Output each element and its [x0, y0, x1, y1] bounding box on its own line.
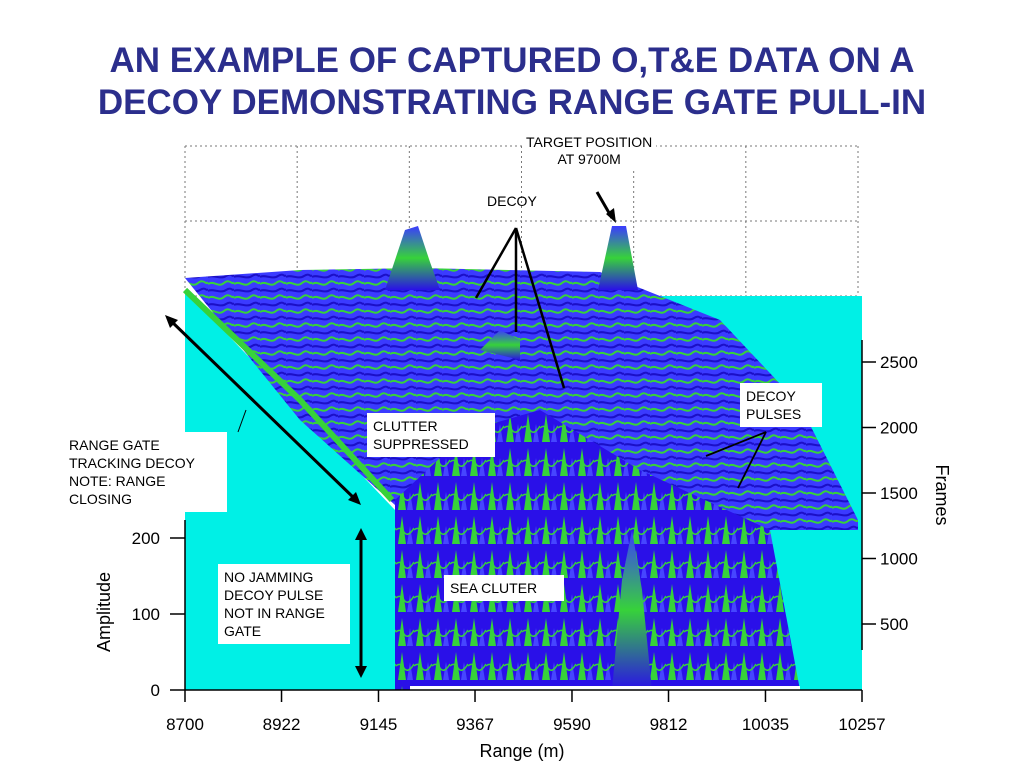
decoy-arrow-3 — [514, 227, 566, 389]
x-tick-label: 9367 — [456, 715, 494, 734]
surface-top — [185, 268, 858, 530]
target-arrowhead — [606, 208, 616, 223]
decoy-pulses-label: DECOY PULSES — [740, 383, 822, 427]
decoy-label: DECOY — [487, 193, 537, 209]
sea-clutter-peak — [612, 530, 652, 690]
ground-strip — [410, 686, 800, 690]
y-tick-label: 1500 — [880, 484, 918, 503]
page-title: AN EXAMPLE OF CAPTURED O,T&E DATA ON A D… — [0, 40, 1024, 124]
x-tick-label: 9590 — [553, 715, 591, 734]
range-gate-arrowhead-bottom — [348, 492, 361, 505]
decoy-peak-2 — [480, 330, 520, 360]
z-tick-label: 0 — [151, 681, 160, 700]
no-jamming-label: NO JAMMING DECOY PULSE NOT IN RANGE GATE — [218, 564, 350, 644]
z-axis-label: Amplitude — [94, 572, 114, 652]
ridge-edge — [182, 287, 395, 503]
target-peak — [598, 226, 638, 290]
title-line-1: AN EXAMPLE OF CAPTURED O,T&E DATA ON A — [109, 41, 915, 80]
title-line-2: DECOY DEMONSTRATING RANGE GATE PULL-IN — [97, 83, 927, 122]
z-tick-label: 200 — [132, 529, 160, 548]
no-jamming-arrowhead-bottom — [355, 666, 367, 678]
z-tick-label: 100 — [132, 605, 160, 624]
decoy-peak-1 — [385, 226, 440, 290]
range-gate-double-arrow — [168, 318, 358, 502]
y-tick-label: 500 — [880, 615, 908, 634]
y-tick-label: 2500 — [880, 353, 918, 372]
z-ticks: 0 100 200 — [132, 529, 185, 700]
x-tick-label: 10035 — [742, 715, 789, 734]
x-tick-label: 8922 — [263, 715, 301, 734]
clutter-suppressed-label: CLUTTER SUPPRESSED — [367, 413, 495, 457]
x-tick-label: 10257 — [838, 715, 885, 734]
x-tick-label: 9145 — [360, 715, 398, 734]
decoy-arrow-1 — [474, 227, 518, 299]
annotation-arrows — [165, 191, 767, 678]
range-gate-arrowhead-top — [165, 315, 178, 328]
x-axis-label: Range (m) — [479, 741, 564, 761]
range-gate-label: RANGE GATE TRACKING DECOY NOTE: RANGE CL… — [63, 432, 227, 512]
decoy-pulses-arrow-1 — [705, 431, 767, 457]
decoy-pulses-arrow-2 — [737, 431, 767, 489]
x-tick-label: 9812 — [650, 715, 688, 734]
y-tick-label: 1000 — [880, 550, 918, 569]
y-tick-label: 2000 — [880, 419, 918, 438]
no-jamming-arrowhead-top — [355, 528, 367, 540]
x-tick-label: 8700 — [166, 715, 204, 734]
axes — [184, 340, 863, 691]
small-pointer — [237, 409, 247, 433]
x-ticks: 8700 8922 9145 9367 9590 9812 10035 10257 — [166, 690, 886, 734]
target-position-label: TARGET POSITION AT 9700M — [522, 134, 657, 168]
y-ticks: 500 1000 1500 2000 2500 — [862, 353, 918, 634]
surface-front — [395, 410, 800, 690]
sea-clutter-label: SEA CLUTER — [444, 575, 564, 601]
y-axis-label: Frames — [932, 464, 952, 525]
